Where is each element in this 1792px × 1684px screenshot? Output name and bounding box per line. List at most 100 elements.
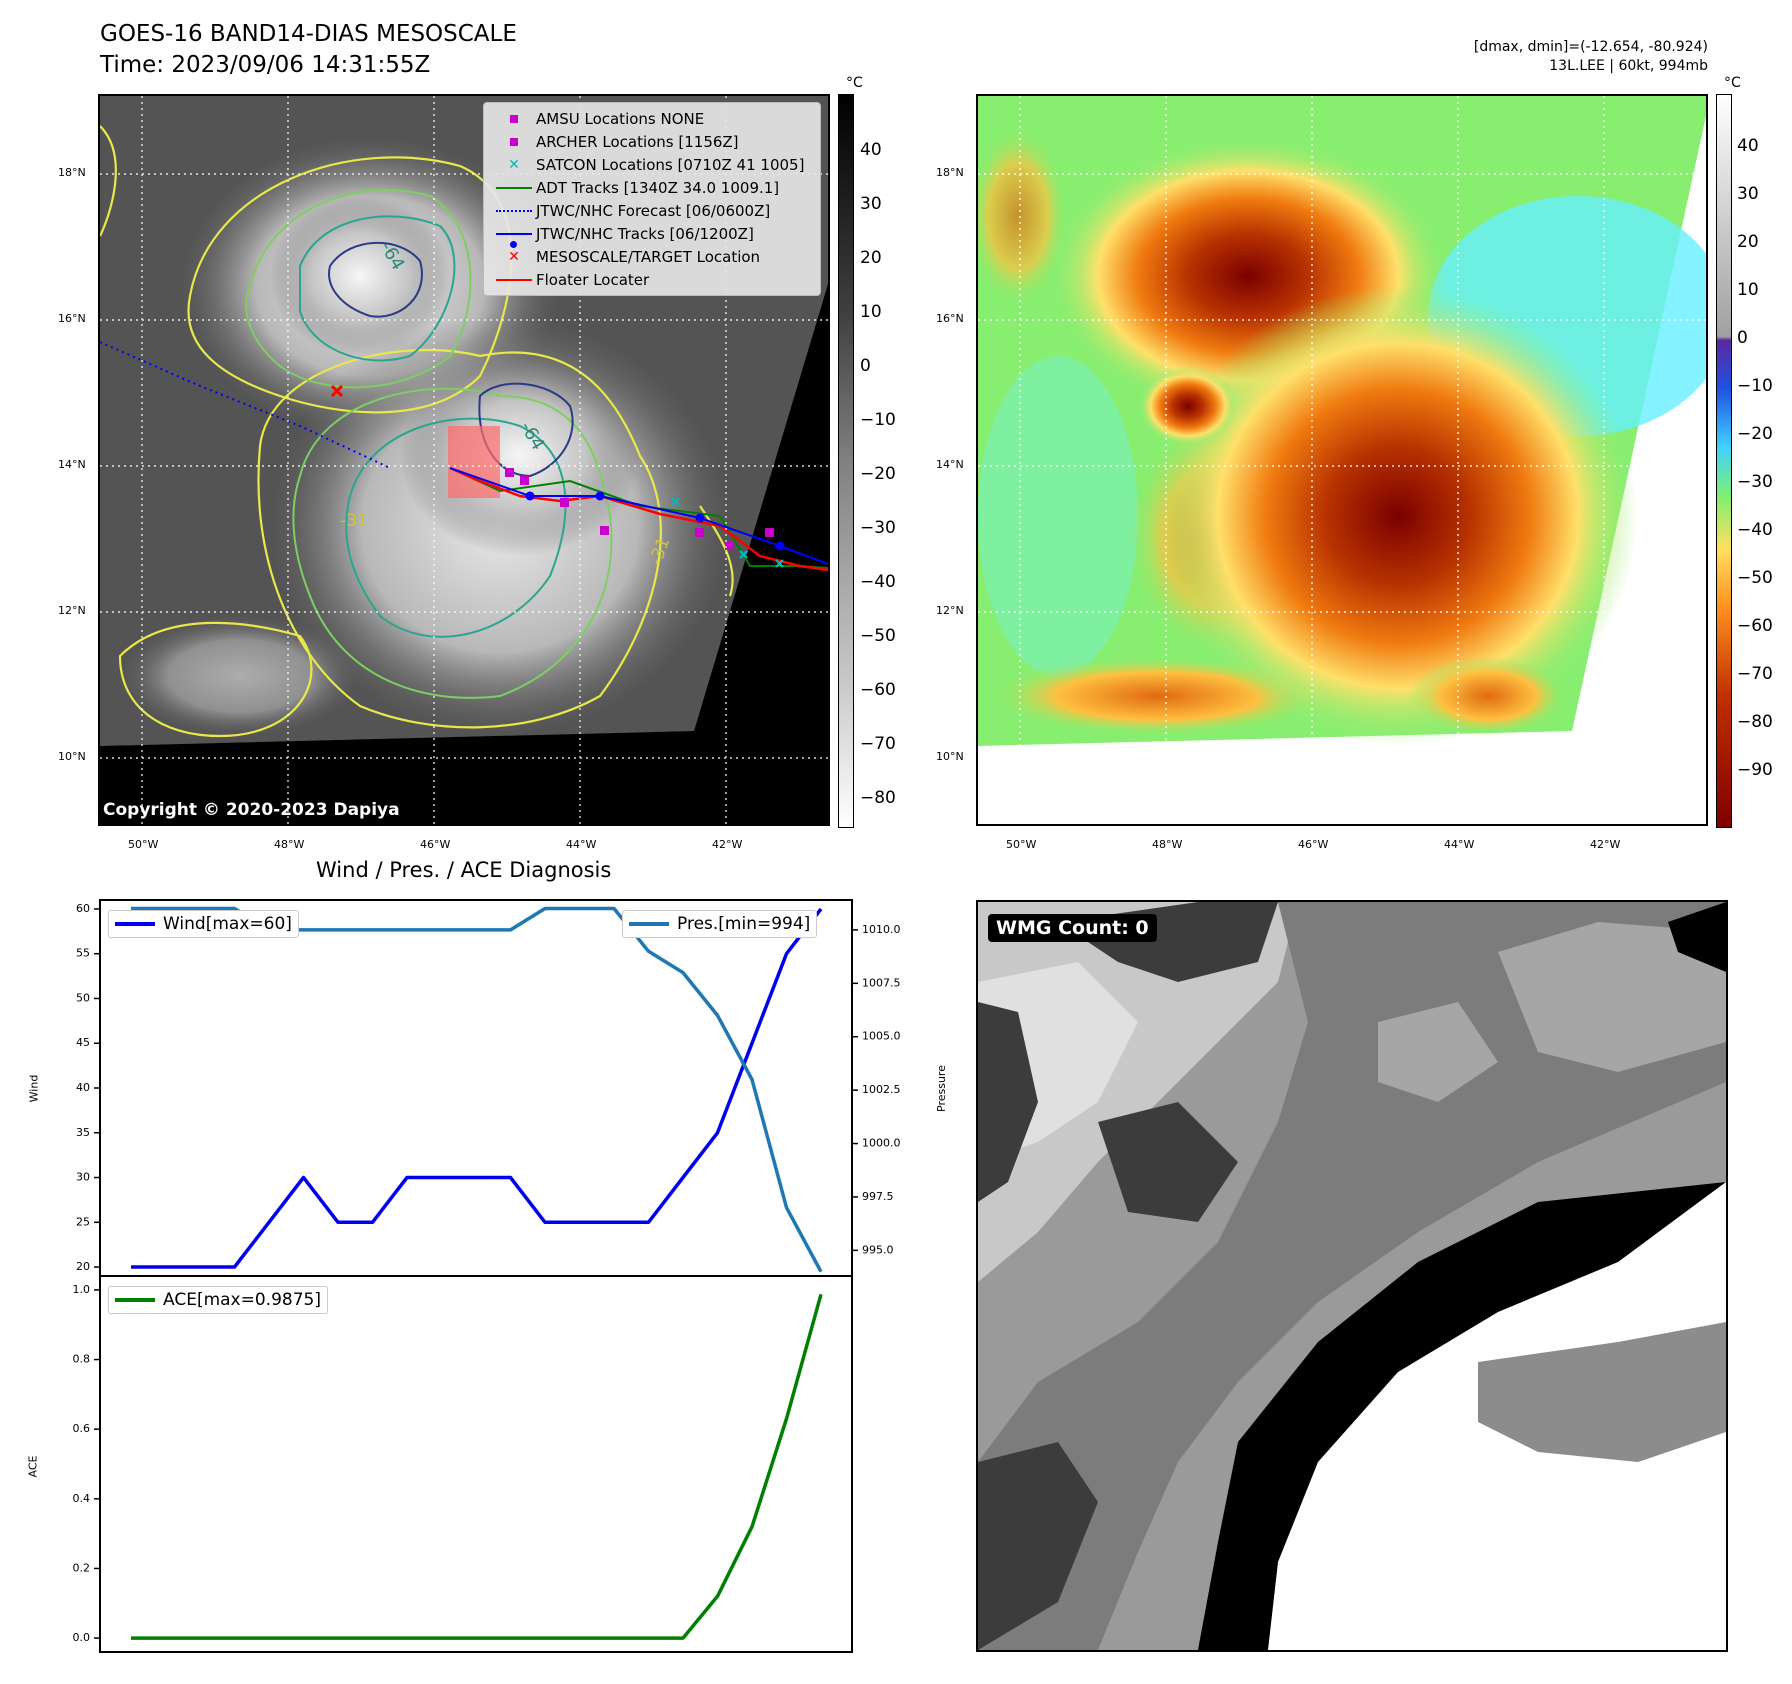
legend-floater: Floater Locater <box>492 268 812 291</box>
lon-label: 44°W <box>1444 838 1475 851</box>
lat-label: 18°N <box>58 166 86 179</box>
cb-tick: 20 <box>1737 232 1759 252</box>
legend-label: ARCHER Locations [1156Z] <box>536 132 739 151</box>
wind-legend-label: Wind[max=60] <box>163 914 292 934</box>
pressure-legend-label: Pres.[min=994] <box>677 914 811 934</box>
left-colorbar <box>838 94 854 828</box>
map-time: Time: 2023/09/06 14:31:55Z <box>100 52 431 78</box>
lat-label: 16°N <box>936 312 964 325</box>
lon-label: 46°W <box>420 838 451 851</box>
lat-label: 18°N <box>936 166 964 179</box>
legend-forecast: JTWC/NHC Forecast [06/0600Z] <box>492 199 812 222</box>
line-icon <box>115 1298 155 1302</box>
legend-label: JTWC/NHC Tracks [06/1200Z] <box>536 224 754 243</box>
ace-legend-label: ACE[max=0.9875] <box>163 1290 321 1310</box>
cb-tick: 10 <box>860 302 882 322</box>
cb-tick: −80 <box>1737 712 1773 732</box>
wind-tick: 50 <box>76 991 90 1004</box>
lat-label: 12°N <box>936 604 964 617</box>
pressure-tick: 995.0 <box>862 1243 894 1256</box>
dot-line-icon <box>496 232 532 235</box>
wmg-count-badge: WMG Count: 0 <box>988 914 1157 942</box>
enhanced-map-image <box>978 96 1706 824</box>
ace-tick: 0.4 <box>73 1492 91 1505</box>
legend-adt: ADT Tracks [1340Z 34.0 1009.1] <box>492 176 812 199</box>
legend-label: MESOSCALE/TARGET Location <box>536 247 761 266</box>
lon-label: 48°W <box>274 838 305 851</box>
forecast-track <box>100 341 391 469</box>
ace-legend: ACE[max=0.9875] <box>108 1286 328 1314</box>
legend-amsu: AMSU Locations NONE <box>492 107 812 130</box>
jtwc-track <box>449 467 828 565</box>
ace-tick: 0.2 <box>73 1561 91 1574</box>
x-marker-icon: ✕ <box>508 156 520 173</box>
line-icon <box>115 922 155 926</box>
colorbar-unit: °C <box>846 75 863 91</box>
cb-tick: 40 <box>1737 136 1759 156</box>
lon-label: 46°W <box>1298 838 1329 851</box>
line-icon <box>496 186 532 189</box>
wind-axis-label: Wind <box>27 1074 41 1103</box>
cb-tick: −60 <box>1737 616 1773 636</box>
ir-map-panel: -64 -64 -31 -31 <box>98 94 830 826</box>
cb-tick: 0 <box>860 356 871 376</box>
series-line-wind <box>131 907 823 1269</box>
cb-tick: −80 <box>860 788 896 808</box>
pressure-tick: 997.5 <box>862 1190 894 1203</box>
wind-tick: 30 <box>76 1171 90 1184</box>
ace-axis-label: ACE <box>26 1455 40 1478</box>
cb-tick: −30 <box>860 518 896 538</box>
cb-tick: −90 <box>1737 760 1773 780</box>
cb-tick: −60 <box>860 680 896 700</box>
pressure-axis-label: Pressure <box>934 1065 948 1112</box>
ace-plot <box>99 1275 853 1653</box>
copyright-text: Copyright © 2020-2023 Dapiya <box>103 800 400 820</box>
lat-label: 14°N <box>936 458 964 471</box>
pressure-tick: 1007.5 <box>862 976 901 989</box>
cb-tick: −40 <box>860 572 896 592</box>
map-title: GOES-16 BAND14-DIAS MESOSCALE <box>100 21 517 47</box>
wind-tick: 25 <box>76 1215 90 1228</box>
colorbar-unit: °C <box>1724 75 1741 91</box>
map-legend: AMSU Locations NONE ARCHER Locations [11… <box>483 102 821 296</box>
cb-tick: −20 <box>860 464 896 484</box>
lon-label: 50°W <box>1006 838 1037 851</box>
ace-ticks: 1.0 0.8 0.6 0.4 0.2 0.0 <box>73 1283 100 1644</box>
cb-tick: 10 <box>1737 280 1759 300</box>
square-marker-icon <box>510 137 518 146</box>
lon-label: 44°W <box>566 838 597 851</box>
right-colorbar <box>1716 94 1732 828</box>
target-marker <box>330 384 344 398</box>
legend-archer: ARCHER Locations [1156Z] <box>492 130 812 153</box>
cb-tick: −40 <box>1737 520 1773 540</box>
line-icon <box>629 922 669 926</box>
legend-label: JTWC/NHC Forecast [06/0600Z] <box>536 201 771 220</box>
wmg-image <box>978 902 1726 1650</box>
wind-tick: 20 <box>76 1260 90 1273</box>
storm-info: 13L.LEE | 60kt, 994mb <box>1549 58 1708 74</box>
lat-label: 14°N <box>58 458 86 471</box>
cb-tick: −50 <box>1737 568 1773 588</box>
series-layer <box>131 906 823 1640</box>
dotted-line-icon <box>496 209 532 212</box>
legend-label: Floater Locater <box>536 270 650 289</box>
cb-tick: 30 <box>860 194 882 214</box>
legend-label: AMSU Locations NONE <box>536 109 705 128</box>
pressure-ticks: 1010.0 1007.5 1005.0 1002.5 1000.0 997.5 995.0 <box>852 923 901 1256</box>
wind-tick: 45 <box>76 1036 90 1049</box>
square-marker-icon <box>510 114 518 123</box>
cb-tick: −10 <box>1737 376 1773 396</box>
contour-label-31a: -31 <box>340 511 368 531</box>
cb-tick: −10 <box>860 410 896 430</box>
lat-label: 12°N <box>58 604 86 617</box>
lon-label: 50°W <box>128 838 159 851</box>
cb-tick: −30 <box>1737 472 1773 492</box>
lon-label: 48°W <box>1152 838 1183 851</box>
ace-tick: 0.0 <box>73 1631 91 1644</box>
ace-tick: 0.8 <box>73 1353 91 1366</box>
pressure-tick: 1000.0 <box>862 1137 901 1150</box>
wind-tick: 60 <box>76 902 90 915</box>
pressure-tick: 1010.0 <box>862 923 901 936</box>
cb-tick: −20 <box>1737 424 1773 444</box>
